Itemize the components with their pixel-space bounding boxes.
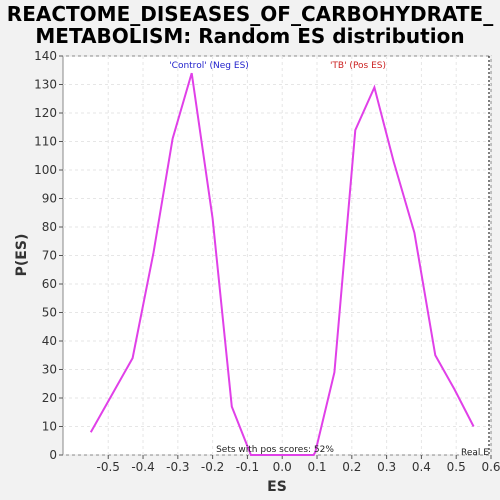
y-axis-label: P(ES) bbox=[14, 234, 30, 277]
x-tick-label: 0.2 bbox=[342, 460, 361, 474]
y-tick-label: 0 bbox=[49, 448, 57, 462]
chart-title-line1: REACTOME_DISEASES_OF_CARBOHYDRATE_ bbox=[7, 2, 493, 26]
plot-area bbox=[62, 55, 492, 456]
es-distribution-line bbox=[89, 72, 475, 456]
pos-scores-note: Sets with pos scores: 52% bbox=[216, 445, 334, 455]
x-tick-label: -0.1 bbox=[236, 460, 259, 474]
y-tick-label: 30 bbox=[42, 363, 57, 377]
y-tick-label: 120 bbox=[34, 106, 57, 120]
neg-es-label: 'Control' (Neg ES) bbox=[169, 61, 249, 71]
grid bbox=[63, 55, 492, 456]
y-tick-label: 110 bbox=[34, 135, 57, 149]
y-tick-label: 140 bbox=[34, 49, 57, 63]
y-axis-ticks: 0 10 20 30 40 50 60 70 80 90 100 110 120 130 140 bbox=[34, 49, 63, 462]
x-tick-label: 0.1 bbox=[307, 460, 326, 474]
x-tick-label: -0.3 bbox=[166, 460, 189, 474]
x-tick-label: -0.4 bbox=[131, 460, 154, 474]
y-tick-label: 130 bbox=[34, 78, 57, 92]
y-tick-label: 70 bbox=[42, 249, 57, 263]
pos-es-label: 'TB' (Pos ES) bbox=[330, 61, 386, 71]
y-tick-label: 10 bbox=[42, 420, 57, 434]
y-tick-label: 80 bbox=[42, 220, 57, 234]
x-axis-ticks: -0.5 -0.4 -0.3 -0.2 -0.1 0.0 0.1 0.2 0.3 0.4 0.5 0.… bbox=[97, 455, 500, 474]
y-tick-label: 20 bbox=[42, 391, 57, 405]
chart-title-line2: METABOLISM: Random ES distribution bbox=[35, 24, 464, 48]
x-axis-label: ES bbox=[267, 479, 287, 495]
y-tick-label: 100 bbox=[34, 163, 57, 177]
x-tick-label: -0.2 bbox=[201, 460, 224, 474]
x-tick-label: 0.3 bbox=[377, 460, 396, 474]
y-tick-label: 50 bbox=[42, 306, 57, 320]
y-tick-label: 60 bbox=[42, 277, 57, 291]
real-es-label: Real E bbox=[461, 448, 489, 458]
x-tick-label: 0.6 bbox=[481, 460, 500, 474]
x-tick-label: -0.5 bbox=[97, 460, 120, 474]
y-tick-label: 40 bbox=[42, 334, 57, 348]
x-tick-label: 0.5 bbox=[447, 460, 466, 474]
y-tick-label: 90 bbox=[42, 192, 57, 206]
x-tick-label: 0.4 bbox=[412, 460, 431, 474]
x-tick-label: 0.0 bbox=[273, 460, 292, 474]
